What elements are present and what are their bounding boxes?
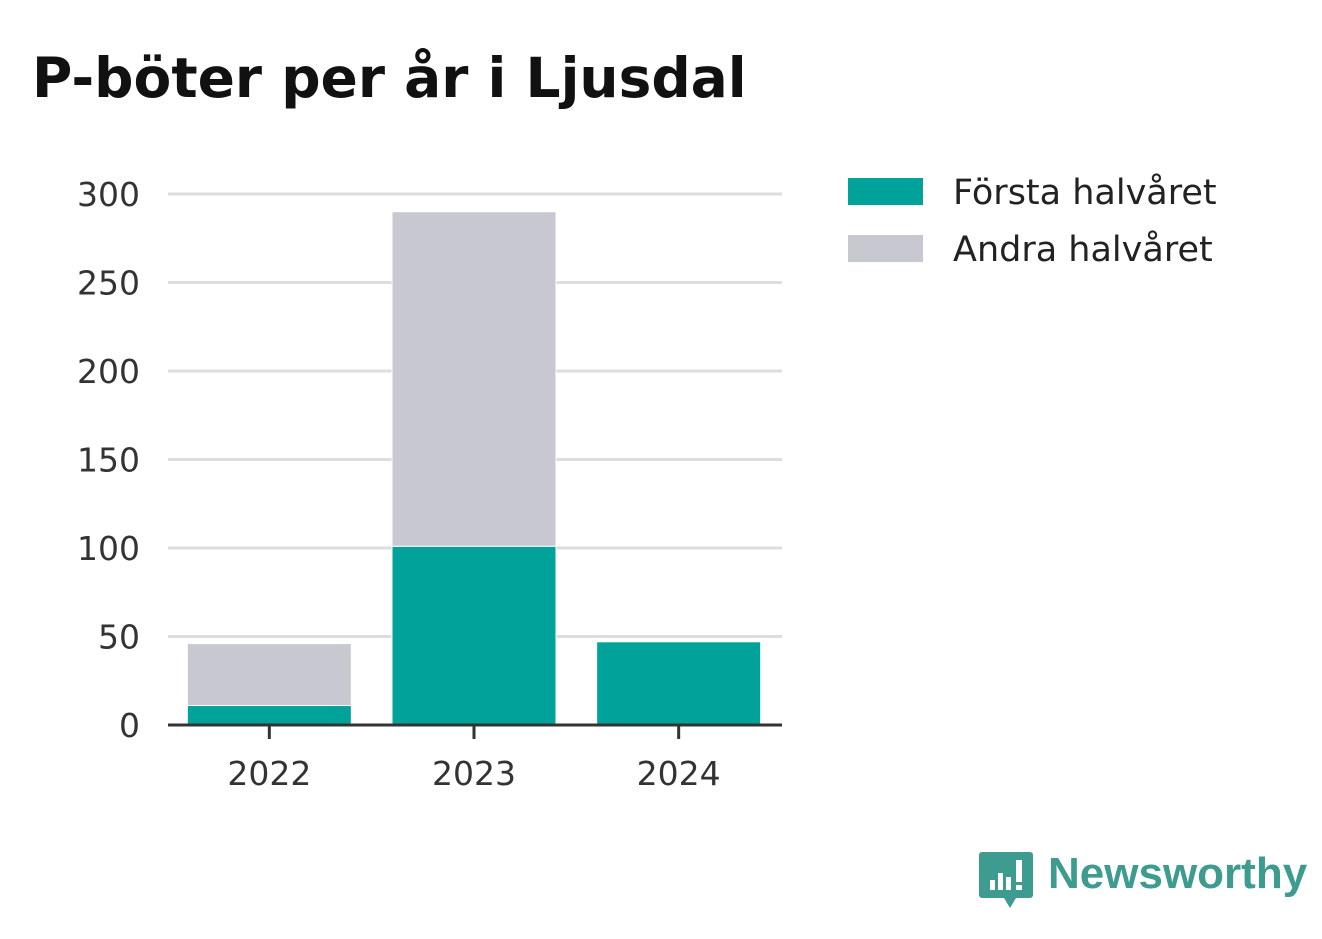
y-tick-label: 150 xyxy=(77,441,140,480)
bar-2023-series-1 xyxy=(391,211,557,547)
x-tick-labels: 2022 2023 2024 xyxy=(227,754,720,793)
legend: Första halvåret Andra halvåret xyxy=(848,172,1217,270)
x-tick-label: 2022 xyxy=(227,754,311,793)
bars xyxy=(186,211,762,726)
bar-2022-series-1 xyxy=(186,643,352,707)
bar-2024-series-0 xyxy=(596,641,762,726)
legend-label: Första halvåret xyxy=(953,172,1217,213)
y-tick-label: 100 xyxy=(77,529,140,568)
bar-2023-series-0 xyxy=(391,545,557,726)
brand-logo: Newsworthy xyxy=(979,849,1308,908)
y-tick-label: 250 xyxy=(77,264,140,303)
legend-swatch xyxy=(848,235,923,262)
x-tick-label: 2024 xyxy=(637,754,721,793)
brand-name: Newsworthy xyxy=(1048,849,1308,898)
y-tick-label: 200 xyxy=(77,352,140,391)
chart-title: P-böter per år i Ljusdal xyxy=(32,46,747,110)
y-tick-label: 300 xyxy=(77,175,140,214)
x-tick-label: 2023 xyxy=(432,754,516,793)
y-tick-label: 0 xyxy=(119,706,140,745)
x-axis xyxy=(168,723,782,739)
bar-2022-series-0 xyxy=(186,705,352,726)
newsworthy-logo-icon xyxy=(979,852,1033,908)
legend-label: Andra halvåret xyxy=(953,229,1213,270)
legend-swatch xyxy=(848,178,923,205)
y-axis: 0 50 100 150 200 250 300 xyxy=(77,175,140,745)
y-tick-label: 50 xyxy=(98,618,140,657)
